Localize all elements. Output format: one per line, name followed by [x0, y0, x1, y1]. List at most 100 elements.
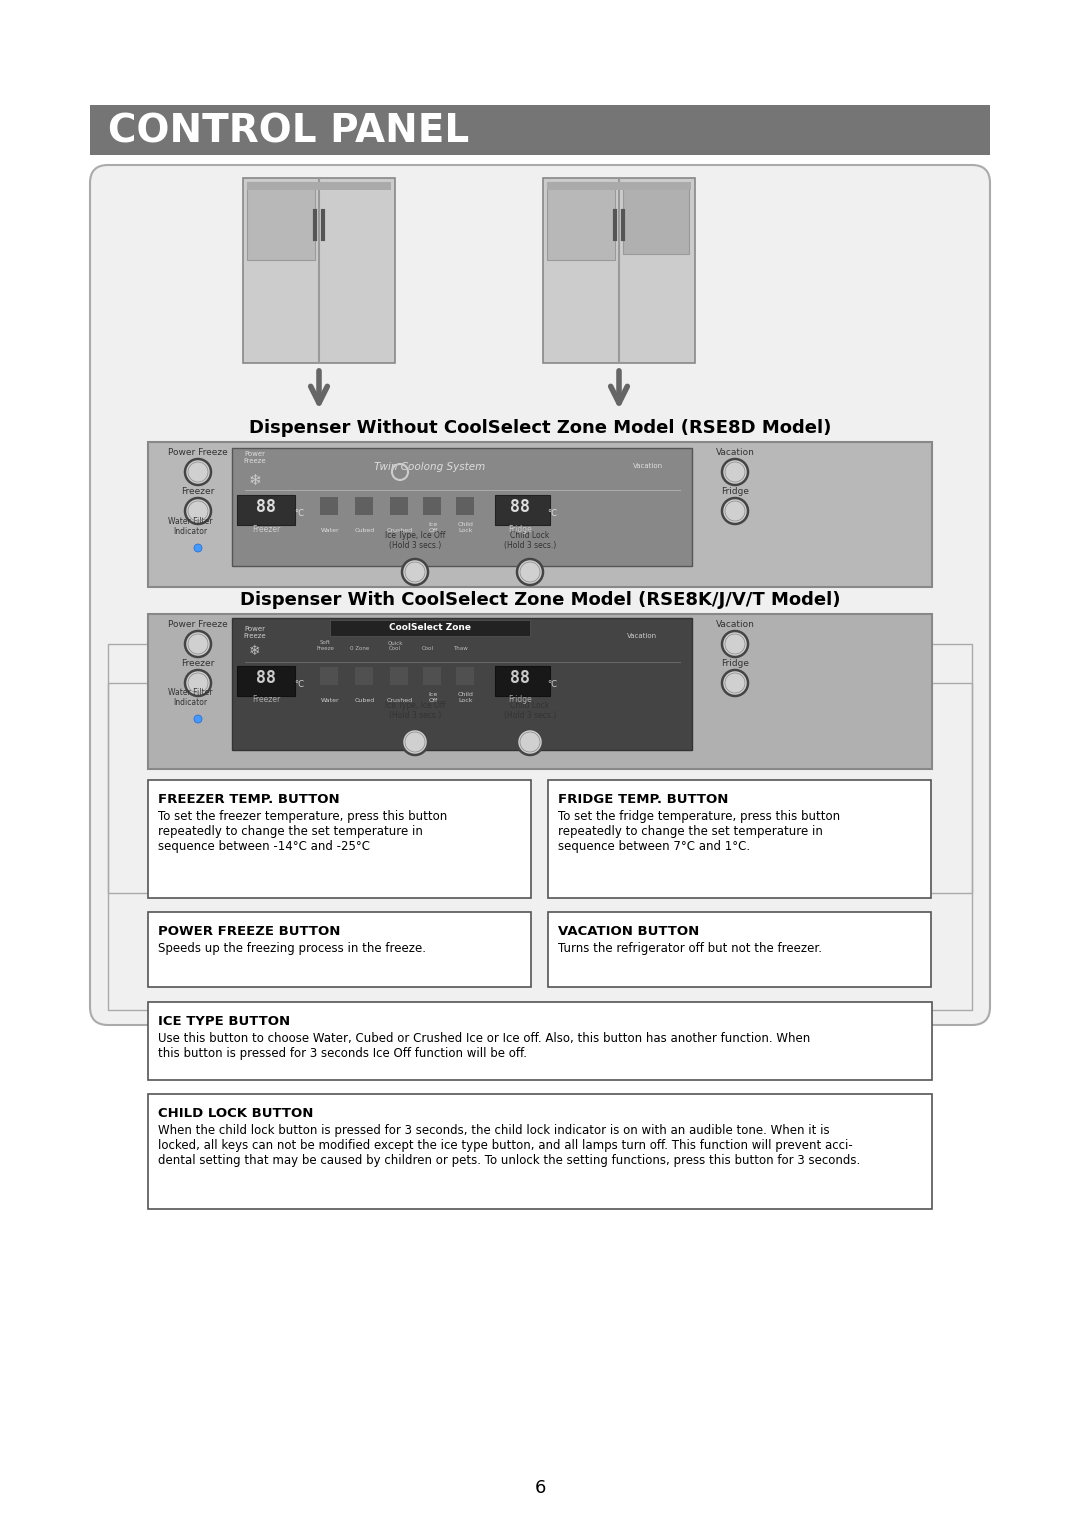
- FancyBboxPatch shape: [320, 497, 338, 515]
- FancyBboxPatch shape: [495, 495, 550, 526]
- Text: 88: 88: [256, 498, 276, 516]
- Text: Fridge: Fridge: [508, 695, 531, 704]
- Text: 88: 88: [510, 669, 530, 688]
- Text: 6: 6: [535, 1479, 545, 1497]
- FancyBboxPatch shape: [390, 497, 408, 515]
- Circle shape: [723, 498, 748, 524]
- Text: Vacation: Vacation: [633, 463, 663, 469]
- Circle shape: [575, 220, 694, 339]
- Text: °C: °C: [294, 680, 303, 689]
- Text: Freezer: Freezer: [181, 659, 215, 668]
- Text: 88: 88: [510, 498, 530, 516]
- Text: VACATION BUTTON: VACATION BUTTON: [558, 924, 699, 938]
- Text: To set the freezer temperature, press this button
repeatedly to change the set t: To set the freezer temperature, press th…: [158, 810, 447, 853]
- FancyBboxPatch shape: [548, 912, 931, 987]
- Text: 88: 88: [256, 669, 276, 688]
- FancyBboxPatch shape: [148, 442, 932, 587]
- Text: Twin Coolong System: Twin Coolong System: [375, 461, 486, 472]
- Text: POWER FREEZE BUTTON: POWER FREEZE BUTTON: [158, 924, 340, 938]
- Text: To set the fridge temperature, press this button
repeatedly to change the set te: To set the fridge temperature, press thi…: [558, 810, 840, 853]
- Circle shape: [185, 669, 211, 695]
- Text: Turns the refrigerator off but not the freezer.: Turns the refrigerator off but not the f…: [558, 941, 822, 955]
- FancyBboxPatch shape: [237, 495, 295, 526]
- Text: Child
Lock: Child Lock: [458, 692, 474, 703]
- FancyBboxPatch shape: [495, 666, 550, 695]
- Text: CoolSelect Zone: CoolSelect Zone: [389, 623, 471, 633]
- Text: Water: Water: [321, 529, 339, 533]
- FancyBboxPatch shape: [232, 448, 692, 565]
- FancyBboxPatch shape: [237, 666, 295, 695]
- Text: Vacation: Vacation: [716, 448, 755, 457]
- Text: Water Filter
Indicator: Water Filter Indicator: [167, 688, 213, 707]
- Text: Ice Type, Ice Off
(Hold 3 secs.): Ice Type, Ice Off (Hold 3 secs.): [384, 701, 445, 720]
- FancyBboxPatch shape: [320, 668, 338, 685]
- FancyBboxPatch shape: [546, 182, 691, 189]
- Text: Fridge: Fridge: [721, 487, 750, 497]
- Text: Crushed: Crushed: [387, 529, 413, 533]
- Text: °C: °C: [546, 680, 557, 689]
- Circle shape: [723, 631, 748, 657]
- Text: Freezer: Freezer: [252, 526, 280, 533]
- Text: CHILD LOCK BUTTON: CHILD LOCK BUTTON: [158, 1106, 313, 1120]
- Text: Child Lock
(Hold 3 secs.): Child Lock (Hold 3 secs.): [504, 701, 556, 720]
- Text: Power Freeze: Power Freeze: [168, 620, 228, 630]
- Text: ❄: ❄: [248, 474, 261, 487]
- FancyBboxPatch shape: [90, 165, 990, 1025]
- Circle shape: [194, 715, 202, 723]
- Text: Thaw: Thaw: [453, 646, 468, 651]
- Text: Child Lock
(Hold 3 secs.): Child Lock (Hold 3 secs.): [504, 530, 556, 550]
- Circle shape: [185, 458, 211, 484]
- FancyBboxPatch shape: [247, 182, 391, 189]
- Text: Freezer: Freezer: [181, 487, 215, 497]
- Circle shape: [185, 631, 211, 657]
- Text: Speeds up the freezing process in the freeze.: Speeds up the freezing process in the fr…: [158, 941, 426, 955]
- Circle shape: [402, 559, 428, 585]
- FancyBboxPatch shape: [148, 1002, 932, 1080]
- Text: Vacation: Vacation: [716, 620, 755, 630]
- FancyBboxPatch shape: [148, 614, 932, 769]
- Circle shape: [402, 729, 428, 755]
- FancyBboxPatch shape: [148, 779, 531, 898]
- FancyBboxPatch shape: [543, 177, 696, 364]
- FancyBboxPatch shape: [423, 668, 441, 685]
- Text: °C: °C: [294, 509, 303, 518]
- FancyBboxPatch shape: [423, 497, 441, 515]
- Text: Fridge: Fridge: [508, 526, 531, 533]
- Text: CONTROL PANEL: CONTROL PANEL: [108, 112, 469, 150]
- Circle shape: [723, 669, 748, 695]
- Circle shape: [185, 498, 211, 524]
- Text: Child
Lock: Child Lock: [458, 523, 474, 533]
- Text: FRIDGE TEMP. BUTTON: FRIDGE TEMP. BUTTON: [558, 793, 728, 805]
- Text: Ice
Off: Ice Off: [429, 523, 437, 533]
- Text: Water Filter
Indicator: Water Filter Indicator: [167, 516, 213, 536]
- FancyBboxPatch shape: [390, 668, 408, 685]
- Text: When the child lock button is pressed for 3 seconds, the child lock indicator is: When the child lock button is pressed fo…: [158, 1125, 861, 1167]
- Circle shape: [194, 544, 202, 552]
- FancyBboxPatch shape: [548, 779, 931, 898]
- Text: Water: Water: [321, 698, 339, 703]
- Text: Power Freeze: Power Freeze: [168, 448, 228, 457]
- Text: Fridge: Fridge: [721, 659, 750, 668]
- FancyBboxPatch shape: [546, 182, 615, 260]
- Circle shape: [517, 729, 543, 755]
- Text: Soft
Freeze: Soft Freeze: [316, 640, 334, 651]
- FancyBboxPatch shape: [243, 177, 395, 364]
- FancyBboxPatch shape: [355, 668, 373, 685]
- FancyBboxPatch shape: [456, 668, 474, 685]
- FancyBboxPatch shape: [330, 620, 530, 636]
- Text: ICE TYPE BUTTON: ICE TYPE BUTTON: [158, 1015, 291, 1028]
- FancyBboxPatch shape: [355, 497, 373, 515]
- Text: Freezer: Freezer: [252, 695, 280, 704]
- Text: ❄: ❄: [249, 643, 260, 659]
- Text: Dispenser Without CoolSelect Zone Model (RSE8D Model): Dispenser Without CoolSelect Zone Model …: [248, 419, 832, 437]
- Text: Ice
Off: Ice Off: [429, 692, 437, 703]
- FancyBboxPatch shape: [148, 912, 531, 987]
- Text: Crushed: Crushed: [387, 698, 413, 703]
- Text: Dispenser With CoolSelect Zone Model (RSE8K/J/V/T Model): Dispenser With CoolSelect Zone Model (RS…: [240, 591, 840, 610]
- FancyBboxPatch shape: [623, 183, 689, 254]
- Text: Use this button to choose Water, Cubed or Crushed Ice or Ice off. Also, this but: Use this button to choose Water, Cubed o…: [158, 1031, 810, 1060]
- Text: Vacation: Vacation: [626, 633, 657, 639]
- Text: FREEZER TEMP. BUTTON: FREEZER TEMP. BUTTON: [158, 793, 339, 805]
- Text: Power
Freeze: Power Freeze: [244, 626, 267, 639]
- Text: Power
Freeze: Power Freeze: [244, 451, 267, 465]
